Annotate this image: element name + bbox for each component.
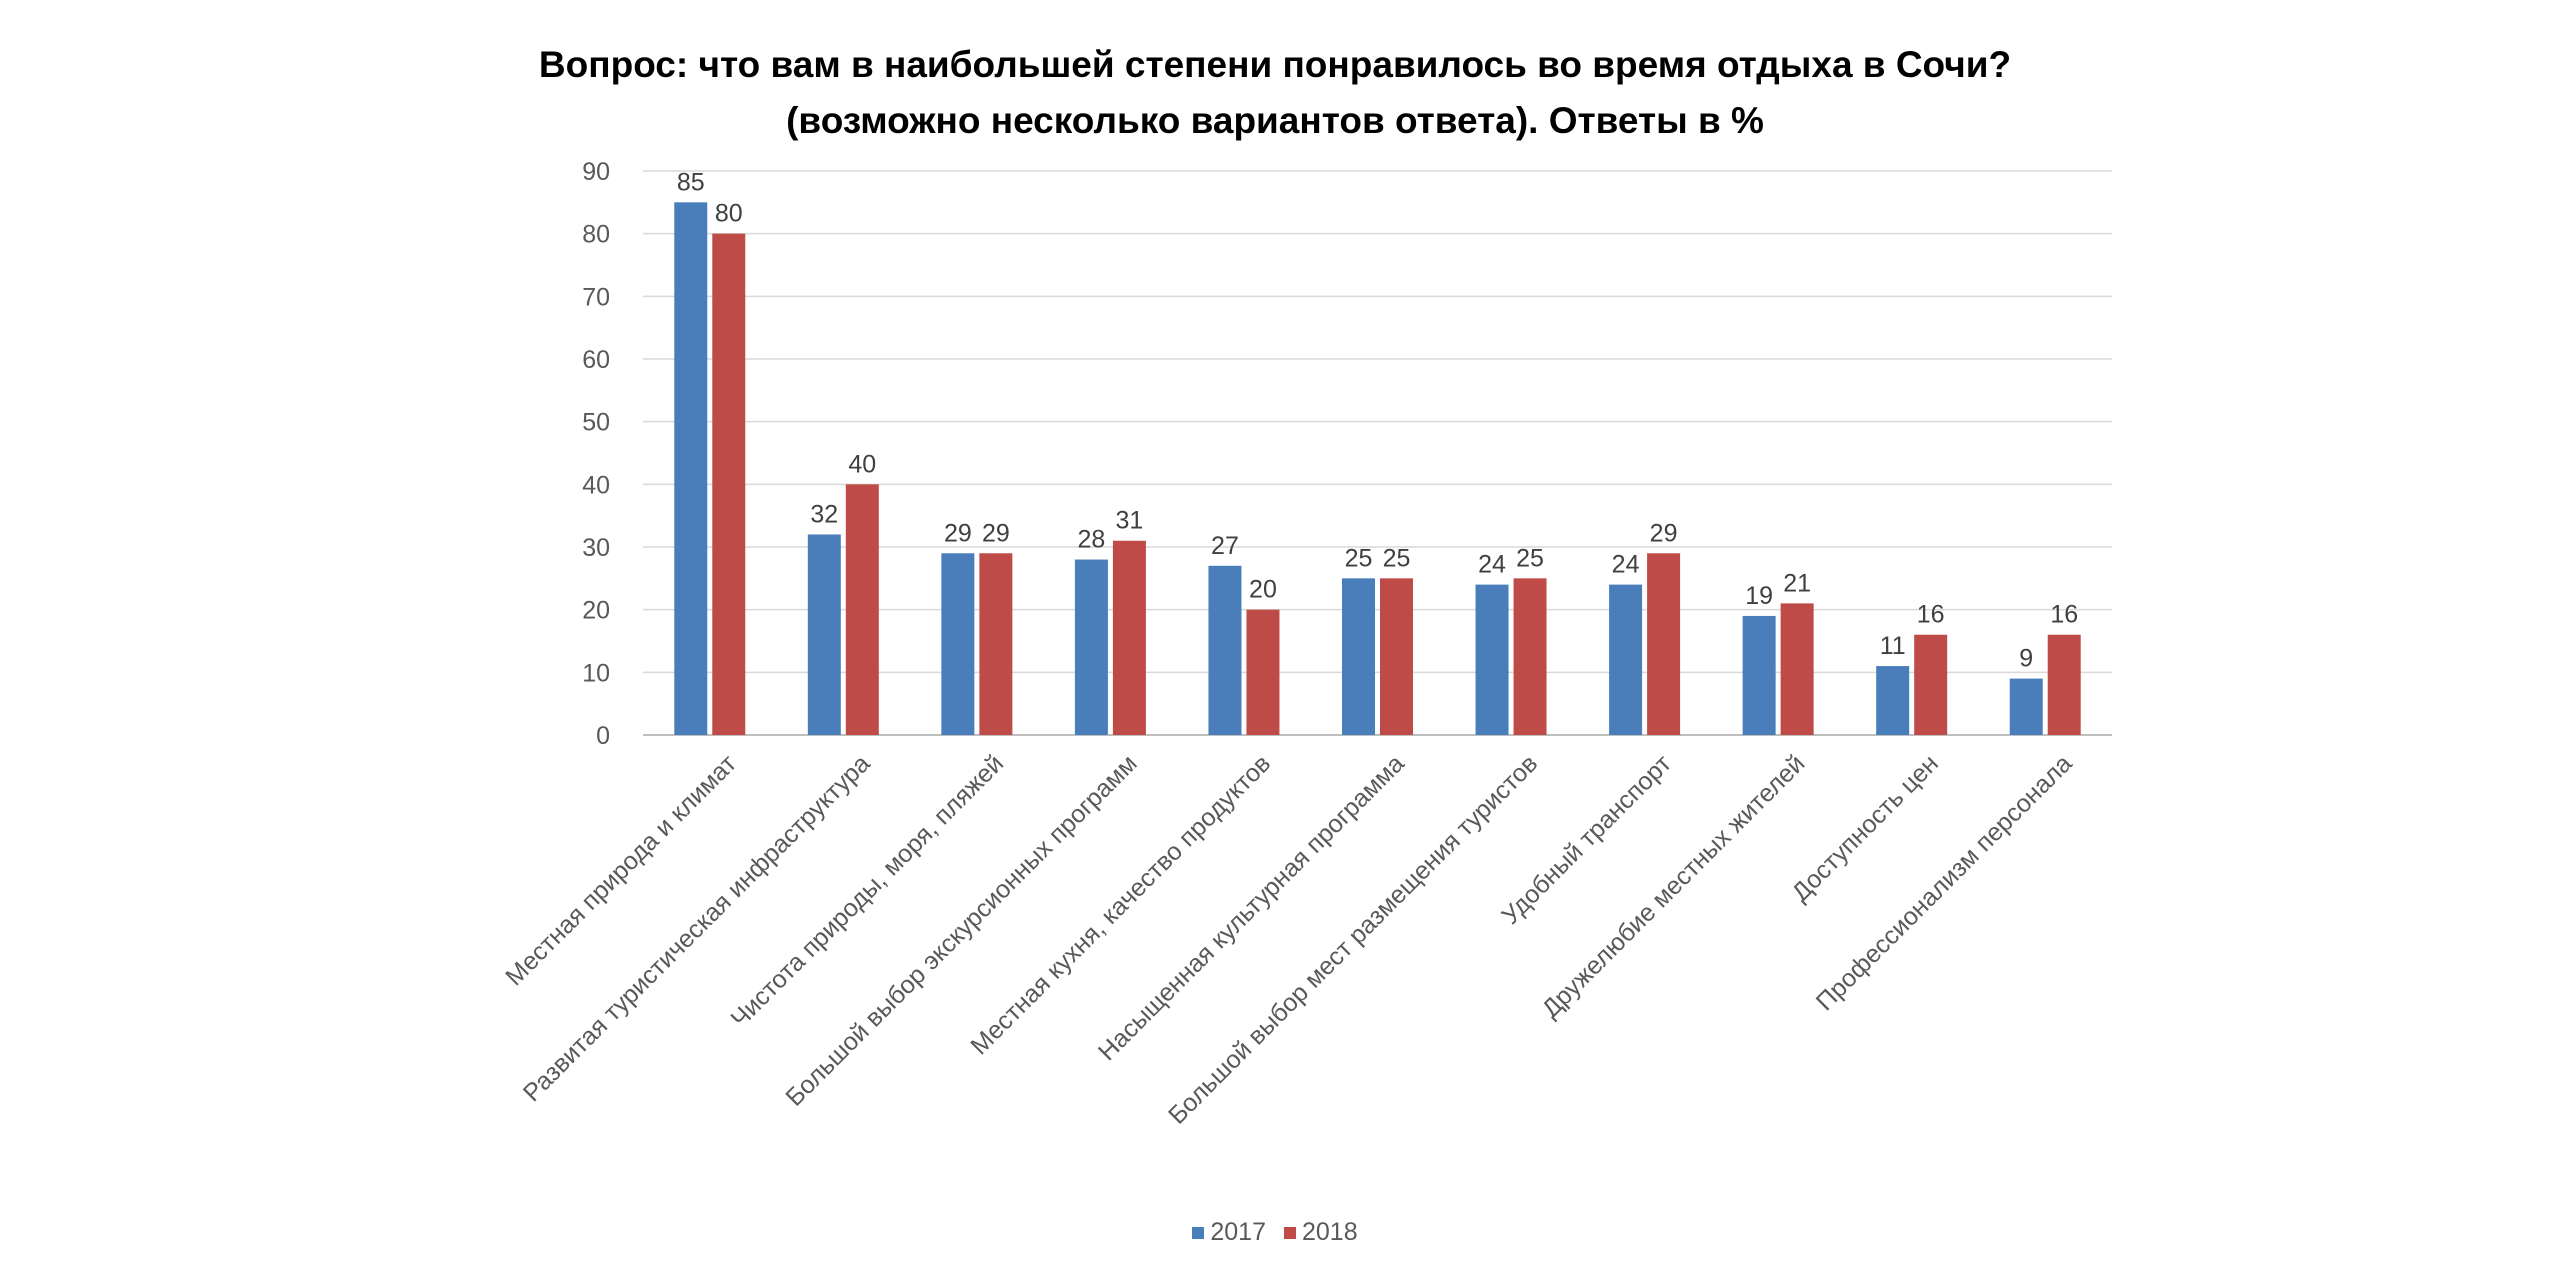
legend-swatch-2018 <box>1284 1226 1296 1239</box>
data-label-2018: 25 <box>1516 544 1544 572</box>
data-label-2017: 19 <box>1745 582 1773 610</box>
y-tick-label: 10 <box>582 659 610 687</box>
bar-2017-8 <box>1742 615 1776 735</box>
data-label-2017: 24 <box>1478 551 1506 579</box>
data-label-2018: 20 <box>1249 576 1277 604</box>
bar-2017-0 <box>674 202 708 736</box>
x-category-label: Профессионализм персонала <box>1811 749 2078 1016</box>
bar-2017-1 <box>807 534 841 735</box>
y-tick-label: 90 <box>582 158 610 186</box>
bar-2017-5 <box>1342 578 1375 735</box>
data-label-2017: 11 <box>1880 632 1906 660</box>
data-label-2017: 25 <box>1345 544 1373 572</box>
x-category-label: Насыщенная культурная программа <box>1093 749 1410 1066</box>
bar-2017-10 <box>2009 678 2043 735</box>
x-category-label: Чистота природы, моря, пляжей <box>725 749 1009 1033</box>
chart-title: Вопрос: что вам в наибольшей степени пон… <box>538 44 2012 85</box>
chart-subtitle: (возможно несколько вариантов ответа). О… <box>786 100 1764 141</box>
legend-swatch-2017 <box>1192 1226 1205 1239</box>
y-tick-label: 70 <box>582 283 610 311</box>
bar-2018-10 <box>2047 634 2081 735</box>
bar-2018-0 <box>712 233 746 735</box>
bar-2018-3 <box>1112 540 1146 735</box>
legend-label-2018: 2018 <box>1302 1218 1358 1246</box>
chart-legend: 2017 2018 <box>0 1218 2550 1247</box>
y-tick-label: 0 <box>596 722 610 750</box>
bar-2018-2 <box>979 553 1013 735</box>
data-label-2017: 27 <box>1211 532 1239 560</box>
data-label-2018: 29 <box>982 519 1010 547</box>
bar-2017-7 <box>1609 584 1643 735</box>
bar-2018-1 <box>845 484 879 735</box>
data-label-2018: 21 <box>1783 569 1811 597</box>
data-label-2017: 32 <box>810 500 838 528</box>
bar-2017-4 <box>1208 565 1242 735</box>
bar-2018-9 <box>1914 634 1948 735</box>
y-tick-label: 20 <box>582 597 610 625</box>
bar-2018-6 <box>1513 578 1547 735</box>
bar-2018-8 <box>1780 603 1814 735</box>
data-label-2018: 31 <box>1116 507 1144 535</box>
bar-2017-9 <box>1876 666 1910 735</box>
data-label-2018: 40 <box>848 450 876 478</box>
legend-label-2017: 2017 <box>1210 1218 1266 1246</box>
data-label-2018: 29 <box>1650 519 1678 547</box>
data-label-2018: 16 <box>1917 601 1945 629</box>
bar-2017-3 <box>1074 559 1108 735</box>
y-tick-label: 80 <box>582 221 610 249</box>
data-label-2018: 16 <box>2050 601 2078 629</box>
bar-2018-4 <box>1246 609 1280 735</box>
bar-2017-6 <box>1475 584 1509 735</box>
x-category-label: Местная природа и климат <box>500 749 742 991</box>
data-label-2017: 85 <box>677 168 705 196</box>
bar-2018-7 <box>1647 553 1681 735</box>
y-tick-label: 30 <box>582 534 610 562</box>
bar-2017-2 <box>941 553 975 735</box>
data-label-2017: 28 <box>1078 526 1106 554</box>
y-tick-label: 40 <box>582 471 610 499</box>
x-category-label: Местная кухня, качество продуктов <box>965 749 1276 1060</box>
legend-item-2018: 2018 <box>1284 1218 1358 1247</box>
data-label-2017: 24 <box>1612 551 1640 579</box>
bar-2018-5 <box>1380 578 1413 735</box>
y-tick-label: 60 <box>582 346 610 374</box>
data-label-2017: 9 <box>2019 645 2033 673</box>
legend-item-2017: 2017 <box>1192 1218 1266 1247</box>
data-label-2018: 80 <box>715 200 743 228</box>
data-label-2017: 29 <box>944 519 972 547</box>
data-label-2018: 25 <box>1383 544 1411 572</box>
y-tick-label: 50 <box>582 409 610 437</box>
x-category-label: Дружелюбие местных жителей <box>1537 749 1811 1023</box>
x-category-label: Доступность цен <box>1786 749 1944 907</box>
